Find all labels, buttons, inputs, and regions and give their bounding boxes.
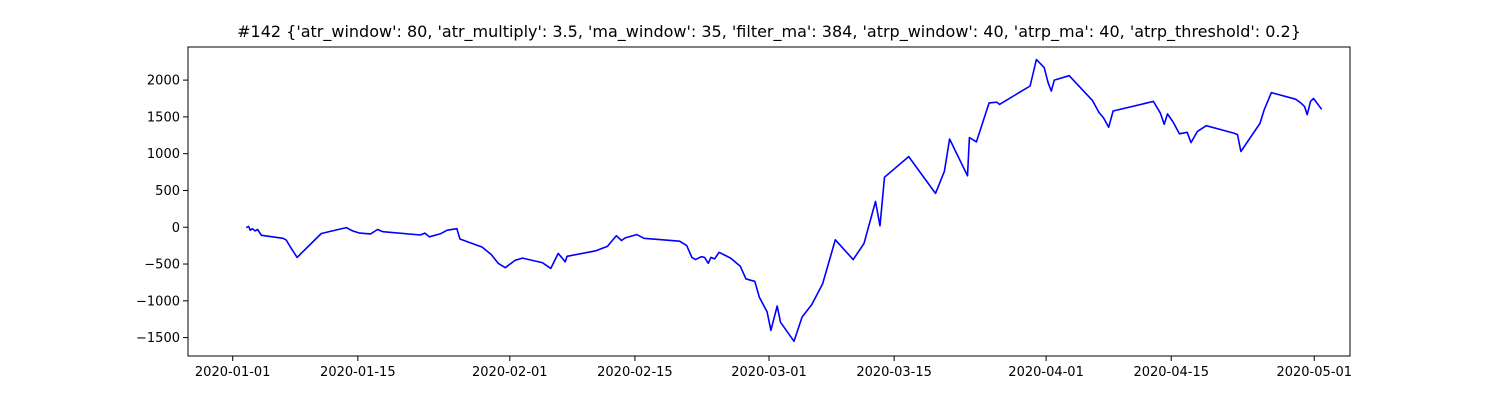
y-tick-label: 0: [172, 221, 180, 236]
x-axis: 2020-01-01 2020-01-15 2020-02-01 2020-02-15…: [195, 356, 1352, 380]
x-tick-label: 2020-02-15: [597, 365, 673, 380]
equity-series-line: [246, 58, 1323, 343]
y-tick-label: −500: [144, 258, 180, 273]
y-tick-label: 1500: [147, 110, 180, 125]
y-tick-label: −1500: [136, 331, 180, 346]
y-tick-label: 2000: [147, 74, 180, 89]
x-tick-label: 2020-01-15: [320, 365, 396, 380]
y-tick-label: 500: [155, 184, 180, 199]
x-tick-label: 2020-05-01: [1276, 365, 1352, 380]
chart-title: #142 {'atr_window': 80, 'atr_multiply': …: [237, 22, 1301, 41]
x-tick-label: 2020-01-01: [195, 365, 271, 380]
plot-area-frame: [187, 46, 1351, 357]
x-tick-label: 2020-04-15: [1133, 365, 1209, 380]
x-tick-label: 2020-04-01: [1008, 365, 1084, 380]
x-tick-label: 2020-03-15: [856, 365, 932, 380]
y-tick-label: 1000: [147, 147, 180, 162]
y-tick-label: −1000: [136, 294, 180, 309]
y-axis: 2000 1500 1000 500 0 −500 −1000 −1500: [136, 74, 188, 346]
x-tick-label: 2020-03-01: [731, 365, 807, 380]
x-tick-label: 2020-02-01: [472, 365, 548, 380]
series-layer: [246, 58, 1323, 343]
